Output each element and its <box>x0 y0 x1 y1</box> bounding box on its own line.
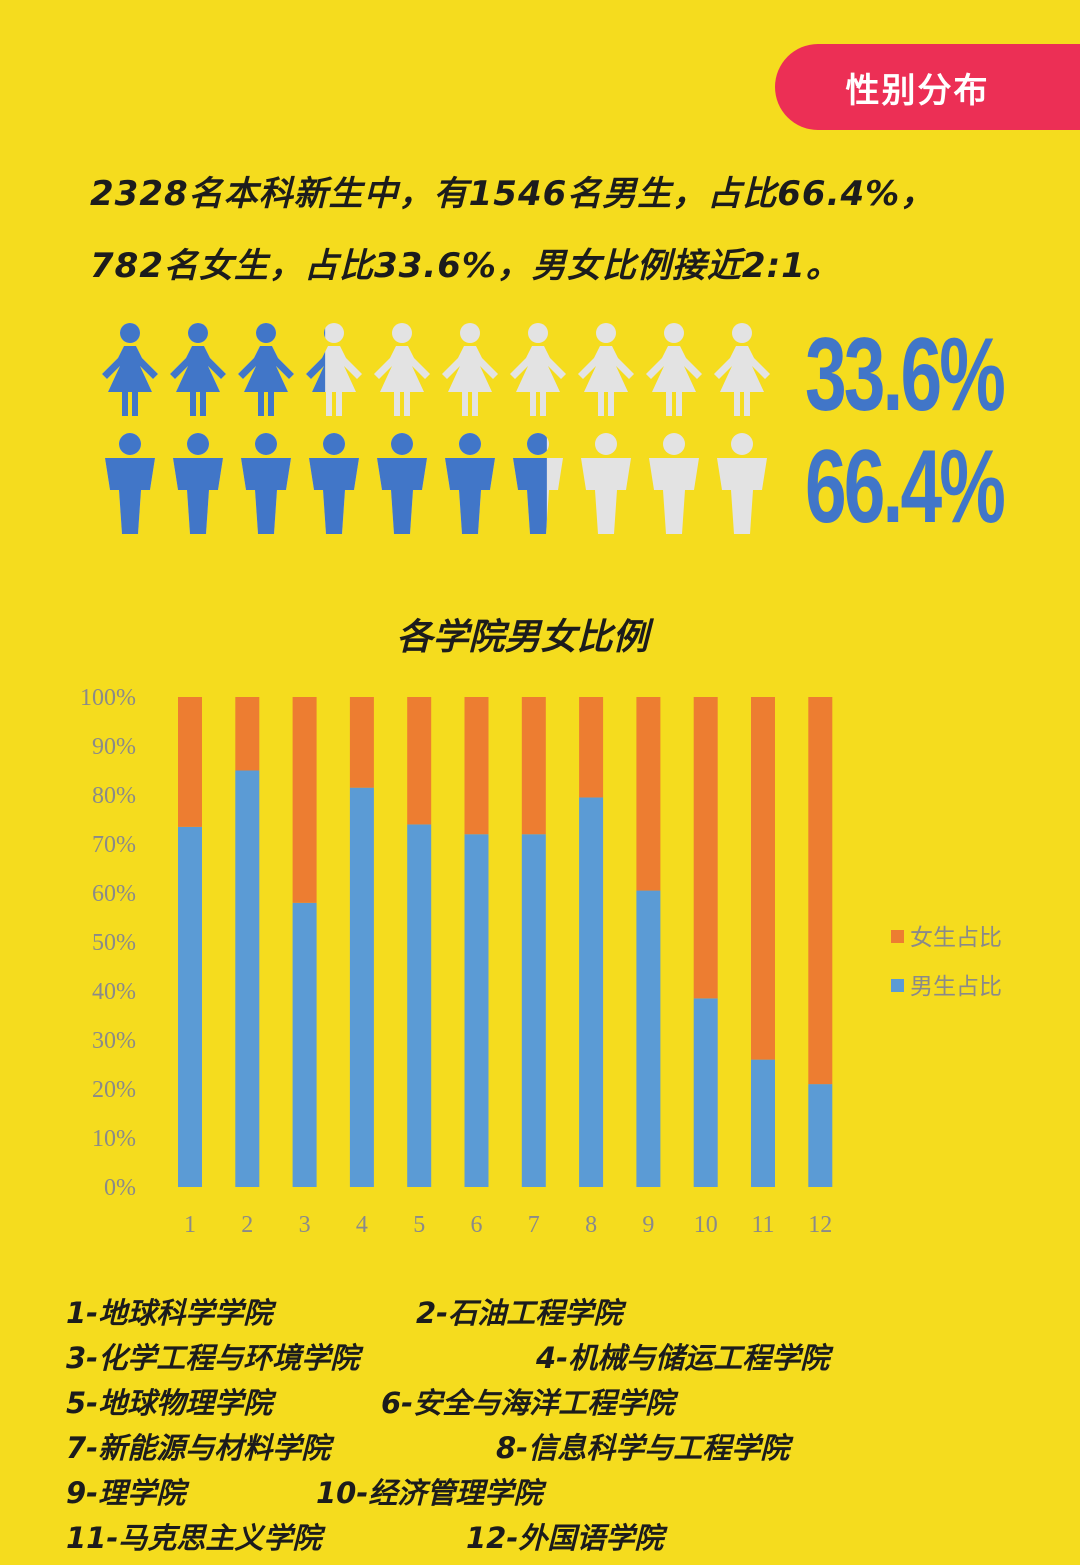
y-tick-label: 60% <box>92 881 136 907</box>
chart-title: 各学院男女比例 <box>396 617 649 658</box>
female-bar <box>349 697 374 788</box>
female-icon <box>646 323 702 416</box>
male-bar <box>521 834 546 1187</box>
male-bar <box>808 1084 833 1187</box>
x-tick-label: 3 <box>299 1212 311 1238</box>
female-bar <box>292 697 317 903</box>
male-bar <box>292 902 317 1187</box>
male-icon <box>241 433 291 534</box>
college-legend-item: 12-外国语学院 <box>466 1521 664 1555</box>
x-tick-label: 9 <box>642 1212 654 1238</box>
female-bar <box>178 697 202 827</box>
female-icon <box>442 323 498 416</box>
intro-line-2: 782名女生，占比33.6%，男女比例接近2:1。 <box>90 246 841 286</box>
y-tick-label: 100% <box>80 685 136 711</box>
college-legend-item: 7-新能源与材料学院 <box>66 1431 331 1465</box>
x-tick-label: 5 <box>413 1212 425 1238</box>
male-bar <box>693 998 718 1187</box>
college-legend-row: 5-地球物理学院 6-安全与海洋工程学院 <box>66 1380 1056 1425</box>
female-bar <box>808 697 833 1085</box>
male-bar <box>235 770 260 1187</box>
y-tick-label: 70% <box>92 832 136 858</box>
male-icon <box>377 433 427 534</box>
college-legend-item: 9-理学院 <box>66 1476 186 1510</box>
college-legend-item: 1-地球科学学院 <box>66 1296 273 1330</box>
female-icon <box>102 323 158 416</box>
college-legend-list: 1-地球科学学院 2-石油工程学院 3-化学工程与环境学院 4-机械与储运工程学院 5-… <box>66 1290 1056 1560</box>
college-legend-row: 1-地球科学学院 2-石油工程学院 <box>66 1290 1056 1335</box>
college-legend-item: 11-马克思主义学院 <box>66 1521 322 1555</box>
y-tick-label: 40% <box>92 979 136 1005</box>
x-tick-label: 7 <box>528 1212 540 1238</box>
male-icon <box>105 433 155 534</box>
male-bar <box>579 797 604 1187</box>
college-legend-item: 3-化学工程与环境学院 <box>66 1341 360 1375</box>
college-legend-row: 3-化学工程与环境学院 4-机械与储运工程学院 <box>66 1335 1056 1380</box>
male-bar <box>464 834 489 1187</box>
legend-swatch <box>891 979 904 992</box>
y-tick-label: 80% <box>92 783 136 809</box>
female-bar <box>464 697 489 835</box>
male-icon <box>581 433 631 534</box>
female-bar <box>579 697 604 798</box>
female-bar <box>521 697 546 835</box>
female-icon <box>578 323 634 416</box>
y-tick-label: 0% <box>104 1175 136 1201</box>
male-icon <box>445 433 495 534</box>
male-icon <box>173 433 223 534</box>
college-legend-item: 2-石油工程学院 <box>416 1296 623 1330</box>
female-icon <box>510 323 566 416</box>
college-legend-row: 9-理学院 10-经济管理学院 <box>66 1470 1056 1515</box>
college-legend-item: 8-信息科学与工程学院 <box>496 1431 790 1465</box>
legend-label: 男生占比 <box>910 974 1002 1000</box>
college-legend-item: 6-安全与海洋工程学院 <box>381 1386 675 1420</box>
college-legend-item: 10-经济管理学院 <box>316 1476 543 1510</box>
female-icon <box>238 323 294 416</box>
male-icon <box>717 433 767 534</box>
legend-swatch <box>891 930 904 943</box>
x-tick-label: 4 <box>356 1212 368 1238</box>
x-tick-label: 12 <box>808 1212 832 1238</box>
college-gender-bar-chart: 0%10%20%30%40%50%60%70%80%90%100%1 2 3 4 5 6 7… <box>80 685 1002 1238</box>
college-legend-item: 5-地球物理学院 <box>66 1386 273 1420</box>
female-bar <box>407 697 432 825</box>
y-tick-label: 30% <box>92 1028 136 1054</box>
y-tick-label: 20% <box>92 1077 136 1103</box>
female-bar <box>636 697 661 891</box>
female-icon <box>714 323 770 416</box>
male-icon <box>309 433 359 534</box>
x-tick-label: 1 <box>184 1212 196 1238</box>
female-bar <box>751 697 775 1060</box>
y-tick-label: 50% <box>92 930 136 956</box>
x-tick-label: 8 <box>585 1212 597 1238</box>
college-legend-item: 4-机械与储运工程学院 <box>536 1341 830 1375</box>
female-percentage: 33.6% <box>805 317 1006 433</box>
female-bar <box>235 697 260 771</box>
college-legend-row: 7-新能源与材料学院 8-信息科学与工程学院 <box>66 1425 1056 1470</box>
y-tick-label: 10% <box>92 1126 136 1152</box>
male-bar <box>751 1059 775 1187</box>
gender-icon-rows <box>102 323 770 534</box>
x-tick-label: 2 <box>241 1212 253 1238</box>
x-tick-label: 11 <box>751 1212 774 1238</box>
male-percentage: 66.4% <box>805 429 1006 545</box>
y-tick-label: 90% <box>92 734 136 760</box>
male-bar <box>178 826 202 1187</box>
x-tick-label: 6 <box>471 1212 483 1238</box>
section-tag: 性别分布 <box>775 44 1080 130</box>
male-icon <box>649 433 699 534</box>
legend-label: 女生占比 <box>910 925 1002 951</box>
male-bar <box>636 890 661 1187</box>
college-legend-row: 11-马克思主义学院 12-外国语学院 <box>66 1515 1056 1560</box>
intro-line-1: 2328名本科新生中，有1546名男生，占比66.4%， <box>90 174 936 214</box>
x-tick-label: 10 <box>694 1212 718 1238</box>
male-bar <box>349 787 374 1187</box>
female-icon <box>170 323 226 416</box>
male-bar <box>407 824 432 1187</box>
female-bar <box>693 697 718 999</box>
female-icon <box>374 323 430 416</box>
